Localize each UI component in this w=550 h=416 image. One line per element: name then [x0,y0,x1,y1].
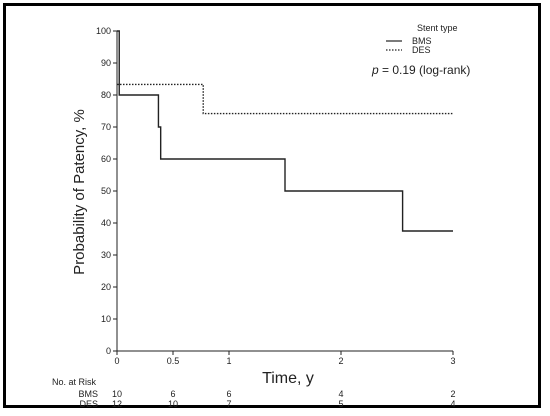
p-value-text: = 0.19 (log-rank) [379,63,471,77]
survival-curves [117,30,453,232]
risk-count-des: 10 [168,399,178,409]
x-ticks: 0 0.5 1 2 3 [114,351,456,366]
risk-count-bms: 2 [450,389,455,399]
y-tick-label: 10 [101,314,111,324]
risk-row-label-des: DES [79,399,98,409]
y-tick-label: 30 [101,250,111,260]
y-axis-label: Probability of Patency, % [71,109,88,275]
risk-count-bms: 10 [112,389,122,399]
risk-table-header: No. at Risk [52,377,97,387]
x-tick-label: 0.5 [167,356,180,366]
y-tick-label: 100 [96,26,111,36]
y-tick-label: 40 [101,218,111,228]
risk-count-bms: 4 [338,389,343,399]
figure-frame: 0 10 20 30 40 50 60 70 80 90 100 0 0.5 1 2 3 Probabili… [3,3,541,409]
y-tick-label: 80 [101,90,111,100]
risk-count-bms: 6 [226,389,231,399]
risk-count-des: 5 [338,399,343,409]
legend: Stent type BMS DES [386,23,458,55]
risk-count-des: 7 [226,399,231,409]
legend-title: Stent type [417,23,458,33]
x-tick-label: 2 [338,356,343,366]
risk-count-bms: 6 [170,389,175,399]
risk-row-label-bms: BMS [78,389,98,399]
y-ticks: 0 10 20 30 40 50 60 70 80 90 100 [96,26,117,356]
p-italic: p [371,63,379,77]
y-tick-label: 70 [101,122,111,132]
y-tick-label: 20 [101,282,111,292]
y-tick-label: 50 [101,186,111,196]
p-value-annotation: p = 0.19 (log-rank) [371,63,470,77]
curve-des [117,83,453,115]
risk-count-des: 12 [112,399,122,409]
x-tick-label: 1 [226,356,231,366]
x-tick-label: 0 [114,356,119,366]
y-tick-label: 90 [101,58,111,68]
legend-label-bms: BMS [412,36,432,46]
y-tick-label: 0 [106,346,111,356]
legend-label-des: DES [412,45,431,55]
x-axis-label: Time, y [262,370,314,387]
y-tick-label: 60 [101,154,111,164]
risk-count-des: 4 [450,399,455,409]
risk-table: No. at Risk BMS DES 10 6 6 4 212 10 7 5 4 [52,377,456,409]
curve-bms [117,30,453,232]
x-tick-label: 3 [450,356,455,366]
